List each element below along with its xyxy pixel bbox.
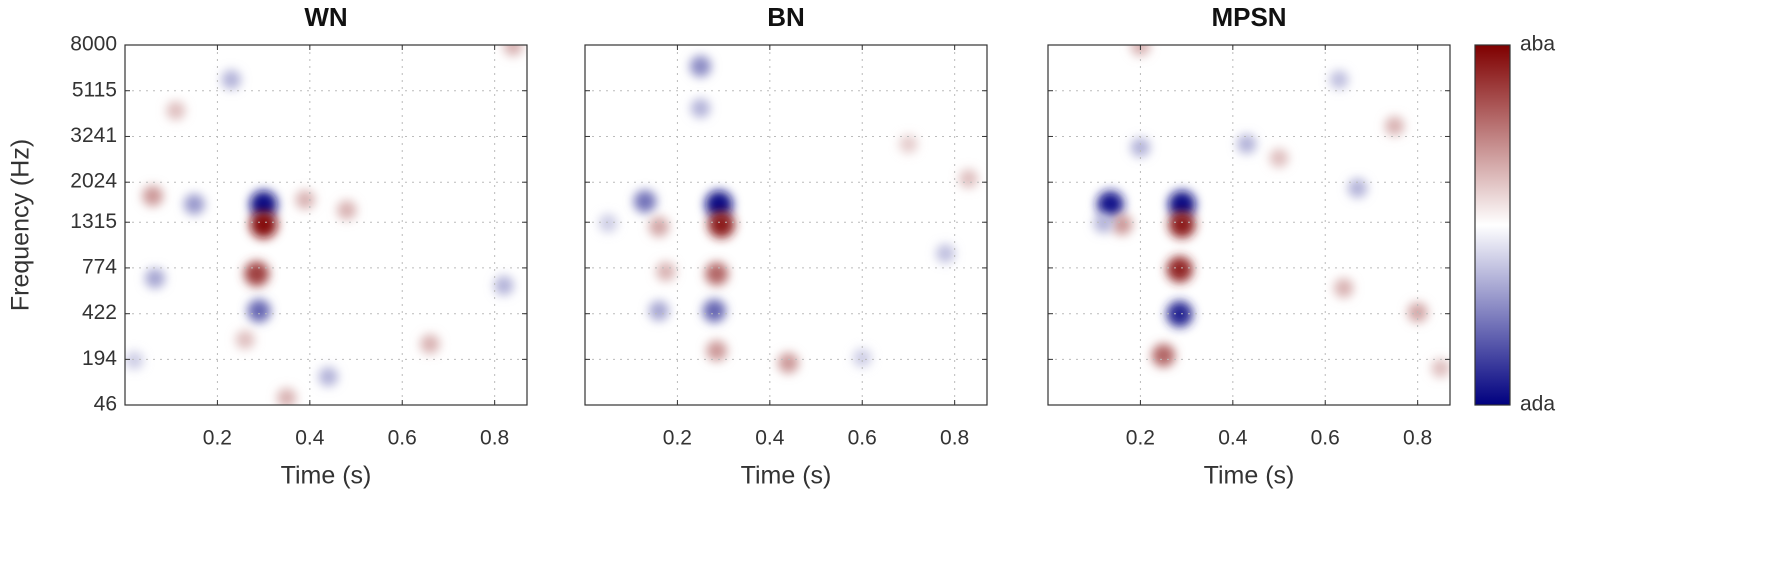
heat-blob — [1166, 256, 1193, 283]
panel-title: MPSN — [1211, 2, 1286, 32]
heat-blob — [166, 101, 186, 121]
heat-blob — [1130, 137, 1151, 158]
heat-blob — [318, 366, 339, 387]
heat-blob — [420, 334, 440, 354]
y-tick-label: 8000 — [70, 33, 117, 56]
x-tick-label: 0.4 — [295, 427, 325, 450]
heat-blob — [244, 261, 270, 287]
plot-frame — [584, 44, 988, 406]
heat-blob — [1384, 116, 1405, 136]
heatmap — [125, 45, 523, 405]
heat-blob — [1166, 300, 1193, 328]
heat-blob — [125, 351, 144, 370]
heat-blob — [1093, 213, 1114, 234]
colorbar — [1474, 44, 1511, 406]
heat-blob — [705, 190, 733, 218]
panel-title: WN — [304, 2, 347, 32]
x-tick-label: 0.2 — [663, 427, 692, 450]
colorbar-label: aba — [1520, 33, 1555, 56]
heat-blob — [1269, 148, 1289, 168]
y-tick-label: 2024 — [70, 170, 117, 193]
x-axis-label: Time (s) — [1204, 462, 1295, 490]
heat-blob — [648, 300, 670, 321]
y-tick-label: 5115 — [72, 78, 117, 101]
heat-blob — [656, 261, 676, 282]
y-tick-label: 194 — [82, 347, 117, 370]
heat-blob — [494, 275, 514, 296]
heat-blob — [1168, 190, 1196, 218]
x-tick-label: 0.2 — [1126, 427, 1155, 450]
y-tick-label: 3241 — [70, 124, 117, 147]
x-tick-label: 0.2 — [203, 427, 232, 450]
heat-blob — [1151, 343, 1176, 368]
heat-blob — [221, 69, 242, 90]
heat-blob — [1333, 278, 1354, 298]
heat-blob — [1168, 211, 1196, 239]
x-tick-label: 0.4 — [1218, 427, 1248, 450]
heat-blob — [1130, 45, 1151, 57]
heat-blob — [142, 185, 164, 207]
heat-blob — [235, 330, 255, 350]
heat-blob — [144, 268, 166, 289]
x-tick-label: 0.8 — [1403, 427, 1432, 450]
panel: 0.2 0.4 0.6 0.8 Time (s) — [1047, 44, 1451, 490]
x-tick-label: 0.6 — [1311, 427, 1340, 450]
heat-blob — [689, 55, 712, 78]
heat-blob — [1096, 190, 1124, 218]
heat-blob — [702, 299, 726, 323]
heat-blob — [336, 200, 357, 221]
heat-blob — [598, 214, 618, 233]
heat-blob — [249, 190, 278, 218]
heat-blob — [249, 210, 278, 239]
heat-blob — [853, 348, 872, 368]
y-axis-label: Frequency (Hz) — [7, 139, 35, 311]
heat-blob — [295, 189, 316, 210]
heat-blob — [959, 169, 979, 189]
heat-blob — [899, 134, 918, 154]
heat-blob — [503, 45, 523, 57]
heat-blob — [633, 190, 657, 213]
x-tick-label: 0.4 — [755, 427, 785, 450]
y-tick-label: 422 — [82, 301, 117, 324]
heat-blob — [1431, 358, 1450, 378]
panel-title: BN — [767, 2, 805, 32]
heat-blob — [707, 211, 735, 239]
heat-blob — [1236, 134, 1257, 154]
x-tick-label: 0.6 — [388, 427, 417, 450]
heatmap — [1093, 45, 1450, 378]
heat-blob — [1347, 178, 1368, 198]
heat-blob — [777, 352, 799, 374]
heat-blob — [706, 340, 728, 362]
y-tick-label: 46 — [94, 393, 117, 416]
x-tick-label: 0.8 — [480, 427, 509, 450]
heat-blob — [247, 299, 271, 323]
x-axis-label: Time (s) — [741, 462, 832, 490]
panel: 0.2 0.4 0.6 0.8 Time (s) — [584, 44, 988, 490]
x-tick-label: 0.8 — [940, 427, 969, 450]
heat-blob — [935, 244, 955, 264]
heat-blob — [705, 262, 729, 286]
y-tick-label: 1315 — [70, 210, 117, 233]
panel: 0.2 0.4 0.6 0.8 46 194 422 774 1315 2024 3241 5115 8… — [7, 33, 528, 490]
colorbar-label: ada — [1520, 393, 1555, 416]
heat-blob — [183, 193, 205, 215]
heatmap — [598, 55, 979, 374]
y-tick-label: 774 — [82, 255, 117, 278]
heat-blob — [690, 98, 711, 119]
heat-blob — [276, 388, 297, 405]
heat-blob — [648, 216, 670, 237]
x-axis-label: Time (s) — [281, 462, 372, 490]
x-tick-label: 0.6 — [848, 427, 877, 450]
plot-frame — [1047, 44, 1451, 406]
plot-frame — [124, 44, 528, 406]
heat-blob — [1329, 70, 1349, 90]
heat-blob — [1111, 214, 1133, 236]
